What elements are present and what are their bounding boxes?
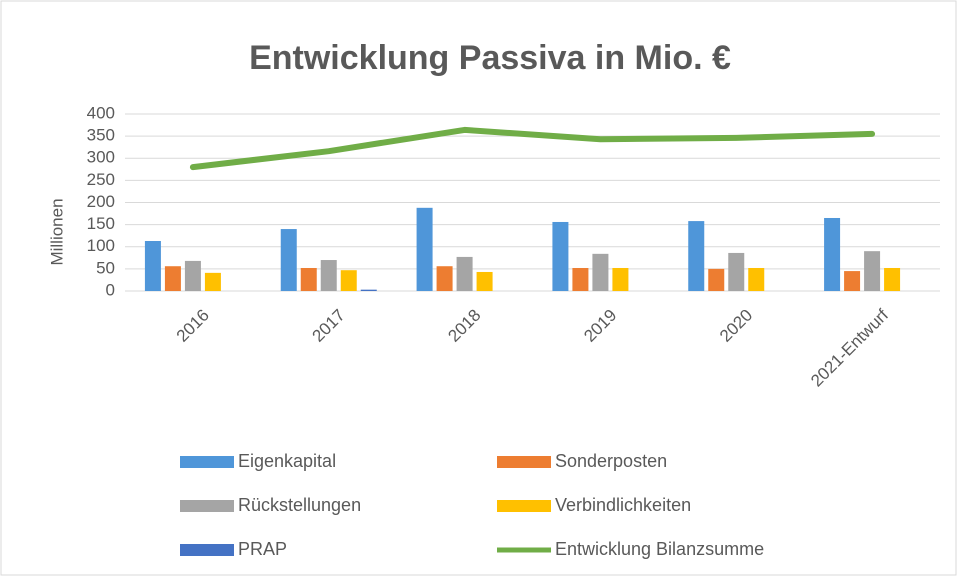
bar xyxy=(144,240,161,291)
bar xyxy=(280,229,297,291)
bar xyxy=(416,207,433,291)
legend-label: Sonderposten xyxy=(555,451,667,471)
legend-label: Entwicklung Bilanzsumme xyxy=(555,539,764,559)
bar xyxy=(340,270,357,291)
bar xyxy=(864,251,881,291)
line-series xyxy=(189,126,876,171)
bar xyxy=(164,266,181,291)
y-tick-label: 200 xyxy=(87,192,115,211)
y-tick-label: 250 xyxy=(87,170,115,189)
legend-label: PRAP xyxy=(238,539,287,559)
bar xyxy=(552,221,569,291)
bar xyxy=(612,267,629,291)
bar xyxy=(476,271,493,291)
bar xyxy=(320,260,337,291)
y-tick-label: 150 xyxy=(87,214,115,233)
y-axis-label: Millionen xyxy=(47,198,66,265)
bar xyxy=(360,289,377,291)
y-tick-label: 100 xyxy=(87,236,115,255)
legend-swatch xyxy=(497,456,551,468)
y-tick-label: 350 xyxy=(87,126,115,145)
bar xyxy=(884,267,901,291)
chart-title: Entwicklung Passiva in Mio. € xyxy=(249,39,731,77)
y-tick-label: 50 xyxy=(96,258,115,277)
legend-label: Verbindlichkeiten xyxy=(555,495,691,515)
bar xyxy=(572,267,589,291)
legend-swatch xyxy=(180,456,234,468)
bar xyxy=(728,252,745,291)
bar xyxy=(436,266,453,291)
bar xyxy=(688,221,705,291)
legend-label: Eigenkapital xyxy=(238,451,336,471)
bar xyxy=(708,268,725,291)
bar xyxy=(184,260,201,291)
y-tick-label: 400 xyxy=(87,103,115,122)
bar xyxy=(824,217,841,291)
bar xyxy=(300,267,317,291)
y-tick-label: 300 xyxy=(87,148,115,167)
y-tick-label: 0 xyxy=(106,280,115,299)
legend-swatch xyxy=(497,500,551,512)
bar xyxy=(844,271,861,291)
legend-swatch xyxy=(180,544,234,556)
bar xyxy=(748,267,765,291)
bar xyxy=(592,253,609,291)
bar xyxy=(204,272,221,291)
legend-label: Rückstellungen xyxy=(238,495,361,515)
legend-swatch xyxy=(180,500,234,512)
bar xyxy=(456,256,473,291)
